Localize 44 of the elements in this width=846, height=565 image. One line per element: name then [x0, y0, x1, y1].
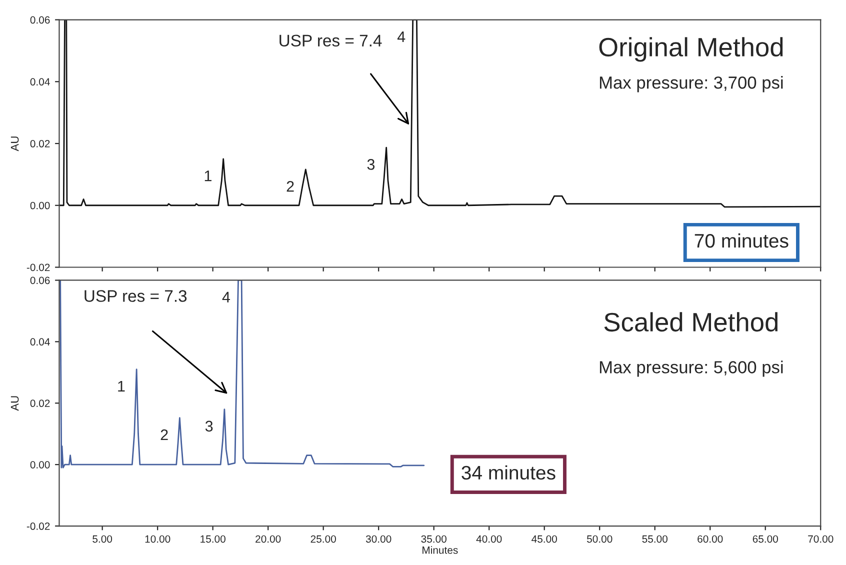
text: Max pressure: 5,600 psi	[600, 360, 783, 377]
annotation: 3	[367, 159, 375, 170]
annotation: 70 minutes	[694, 233, 788, 248]
x-tick-label: 70.00	[808, 535, 834, 543]
y-tick-label: 0.02	[30, 400, 50, 408]
x-tick-label: 20.00	[256, 535, 281, 543]
annotation: USP res = 7.3	[84, 290, 187, 302]
x-tick-label: 60.00	[698, 535, 723, 543]
y-tick-label: 0.04	[30, 78, 50, 86]
annotation: 1	[204, 170, 212, 182]
x-tick-label: 10.00	[145, 535, 170, 543]
y-tick-label: 0.06	[30, 276, 50, 284]
text: Max pressure: 3,700 psi	[600, 76, 783, 92]
annotation: 1	[118, 381, 125, 392]
y-axis-title: AU	[10, 396, 19, 411]
y-tick-label: 0.00	[30, 202, 50, 210]
annotation: 2	[160, 429, 168, 440]
x-tick-label: 40.00	[476, 535, 502, 543]
y-tick-label: 0.06	[30, 16, 50, 24]
annotation: 34 minutes	[462, 465, 556, 480]
x-tick-label: 15.00	[200, 535, 226, 543]
y-tick-label: -0.02	[26, 264, 50, 272]
text: Scaled Method	[604, 312, 778, 332]
y-tick-label: 0.00	[30, 461, 50, 468]
x-tick-label: 65.00	[752, 535, 778, 543]
x-tick-label: 5.00	[92, 535, 112, 543]
y-tick-label: 0.04	[30, 338, 50, 346]
x-tick-label: 50.00	[586, 535, 612, 543]
annotation: 3	[205, 420, 213, 432]
x-tick-label: 30.00	[366, 535, 392, 543]
x-tick-label: 45.00	[532, 535, 557, 543]
line-series	[59, 280, 425, 468]
y-tick-label: -0.02	[26, 522, 50, 530]
text: Original Method	[599, 37, 783, 62]
y-tick-label: 0.02	[30, 140, 50, 148]
annotation: 4	[222, 292, 230, 302]
x-tick-label: 55.00	[642, 535, 668, 543]
x-tick-label: 35.00	[421, 535, 446, 543]
annotation: 4	[397, 31, 406, 42]
y-axis-title: AU	[10, 136, 19, 152]
x-axis-title: Minutes	[422, 546, 458, 554]
x-tick-label: 25.00	[310, 535, 336, 543]
annotation: USP res = 7.4	[280, 34, 382, 47]
annotation: 2	[286, 181, 294, 192]
